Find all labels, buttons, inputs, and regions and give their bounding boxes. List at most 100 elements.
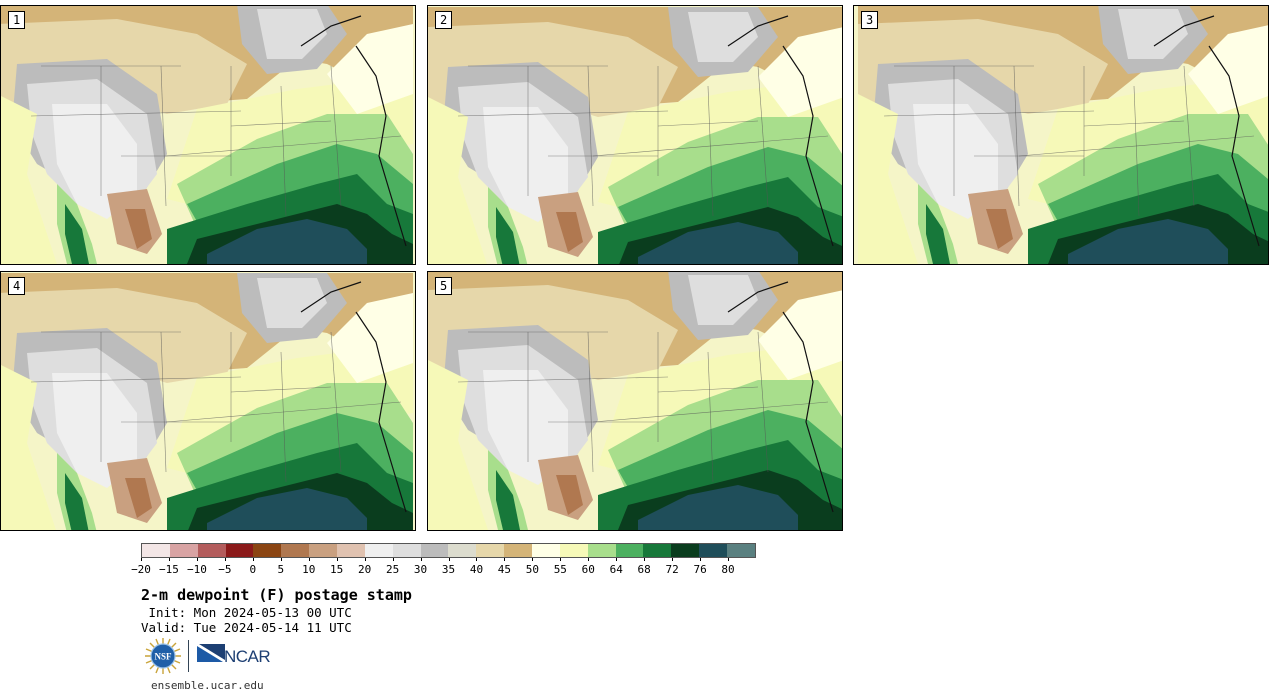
state-boundary	[160, 331, 167, 473]
state-boundary	[280, 85, 287, 217]
colorbar-swatch	[699, 544, 728, 557]
colorbar-tick-label: −5	[218, 563, 232, 576]
colorbar-tick-label: −15	[159, 563, 179, 576]
colorbar-tick	[280, 558, 282, 561]
panel-label-4: 4	[8, 277, 26, 295]
map-4	[1, 272, 415, 530]
colorbar-tick	[336, 558, 338, 561]
colorbar-tick	[476, 558, 478, 561]
state-boundary	[1083, 120, 1185, 127]
state-boundary	[457, 376, 669, 383]
colorbar-tick-label: 25	[385, 563, 400, 576]
colorbar-swatch	[476, 544, 505, 557]
state-boundary	[592, 135, 829, 157]
colorbar-tick-label: −10	[186, 563, 207, 576]
state-boundary	[757, 65, 769, 207]
state-boundary	[457, 110, 669, 117]
dewpoint-region	[496, 207, 520, 264]
state-boundary	[280, 351, 287, 483]
colorbar-swatch	[559, 544, 588, 557]
map-panel-5: 5	[427, 271, 843, 531]
colorbar-tick-label: 20	[358, 563, 372, 576]
colorbar-tick	[504, 558, 506, 561]
dewpoint-region	[688, 12, 758, 62]
dewpoint-region	[638, 222, 798, 264]
ncar-logo-text: NCAR	[224, 647, 271, 666]
colorbar-tick-label: −20	[131, 563, 151, 576]
colorbar-swatch	[615, 544, 644, 557]
colorbar-tick-label: 64	[609, 563, 623, 576]
colorbar-swatch	[142, 544, 170, 557]
state-boundary	[587, 65, 594, 207]
panel-label-1: 1	[8, 11, 26, 29]
state-boundary	[657, 386, 759, 393]
dewpoint-region	[125, 478, 152, 518]
dewpoint-region	[858, 94, 918, 264]
ncar-logo-icon	[197, 644, 225, 662]
colorbar-tick-label: 72	[665, 563, 679, 576]
colorbar-tick	[196, 558, 198, 561]
colorbar-swatch	[448, 544, 477, 557]
colorbar-swatch	[197, 544, 226, 557]
colorbar-tick	[168, 558, 170, 561]
state-boundary	[592, 401, 829, 423]
state-boundary	[587, 331, 594, 473]
dewpoint-region	[1, 365, 56, 530]
plot-title: 2-m dewpoint (F) postage stamp	[141, 586, 412, 604]
state-boundary	[657, 120, 759, 127]
colorbar-tick-label: 80	[721, 563, 735, 576]
map-2	[428, 6, 842, 264]
dewpoint-region	[1, 96, 57, 264]
colorbar-swatch	[225, 544, 254, 557]
state-boundary	[1183, 65, 1195, 207]
colorbar-tick-label: 40	[469, 563, 484, 576]
coastline	[300, 281, 407, 513]
colorbar-tick-label: 15	[330, 563, 344, 576]
state-boundary	[1018, 135, 1255, 157]
colorbar-swatch	[532, 544, 560, 557]
state-boundary	[160, 65, 167, 207]
colorbar-swatch	[337, 544, 365, 557]
colorbar-tick	[560, 558, 562, 561]
colorbar-swatch	[727, 544, 755, 557]
colorbar-swatch	[364, 544, 393, 557]
state-boundary	[883, 110, 1095, 117]
colorbar-swatch	[671, 544, 700, 557]
colorbar-swatch	[643, 544, 672, 557]
coastline	[727, 15, 834, 247]
dewpoint-region	[327, 24, 413, 114]
map-panel-2: 2	[427, 5, 843, 265]
colorbar-tick-label: 55	[553, 563, 567, 576]
state-boundary	[30, 376, 242, 383]
state-boundary	[757, 331, 769, 473]
colorbar-swatch	[169, 544, 198, 557]
valid-time: Valid: Tue 2024-05-14 11 UTC	[141, 620, 352, 635]
map-3	[854, 6, 1268, 264]
dewpoint-region	[257, 278, 327, 328]
dewpoint-region	[1118, 9, 1188, 59]
colorbar-tick	[532, 558, 534, 561]
panel-label-2: 2	[435, 11, 453, 29]
init-time: Init: Mon 2024-05-13 00 UTC	[141, 605, 352, 620]
dewpoint-region	[428, 360, 488, 530]
colorbar-tick	[308, 558, 310, 561]
dewpoint-region	[65, 473, 89, 530]
dewpoint-region	[758, 290, 842, 380]
panel-label-3: 3	[861, 11, 879, 29]
colorbar-ticks: −20 −15 −10 −5 0 5 10 15 20 25 30 35 40 45 50 55 60 64 68 7…	[131, 558, 756, 578]
colorbar-tick	[364, 558, 366, 561]
colorbar-tick-label: 45	[497, 563, 512, 576]
dewpoint-region	[496, 470, 520, 530]
state-boundary	[165, 135, 402, 157]
dewpoint-region	[638, 485, 798, 530]
state-boundary	[330, 331, 342, 473]
colorbar-tick-label: 68	[637, 563, 651, 576]
dewpoint-region	[125, 209, 152, 249]
colorbar-tick-label: 50	[525, 563, 539, 576]
nsf-logo-text: NSF	[154, 652, 172, 662]
state-boundary	[230, 386, 332, 393]
logo-divider	[188, 640, 189, 672]
panel-label-5: 5	[435, 277, 453, 295]
dewpoint-region	[52, 373, 137, 488]
state-boundary	[1133, 85, 1140, 217]
